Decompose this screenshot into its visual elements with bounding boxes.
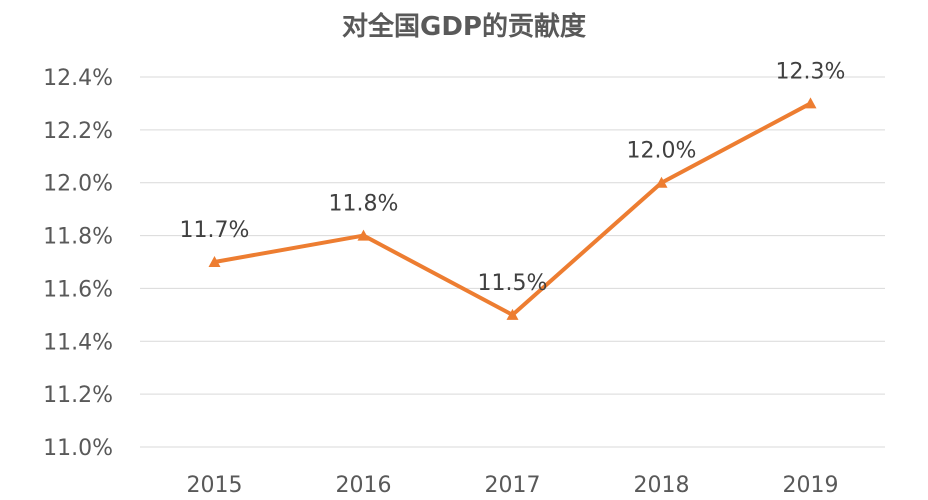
data-point-marker bbox=[357, 229, 370, 241]
gridlines bbox=[140, 76, 885, 448]
y-tick-label: 12.2% bbox=[43, 119, 113, 144]
data-point-marker bbox=[655, 176, 668, 188]
x-tick-label: 2018 bbox=[634, 473, 690, 498]
x-tick-label: 2015 bbox=[187, 473, 243, 498]
data-label: 11.5% bbox=[478, 271, 548, 296]
data-label: 11.8% bbox=[329, 192, 399, 217]
data-label: 12.3% bbox=[776, 59, 846, 84]
data-point-marker bbox=[804, 97, 817, 109]
y-tick-label: 11.6% bbox=[43, 277, 113, 302]
x-tick-label: 2016 bbox=[336, 473, 392, 498]
y-tick-label: 12.4% bbox=[43, 66, 113, 91]
y-tick-label: 12.0% bbox=[43, 172, 113, 197]
x-tick-label: 2017 bbox=[485, 473, 541, 498]
chart-title: 对全国GDP的贡献度 bbox=[342, 12, 586, 42]
y-tick-label: 11.4% bbox=[43, 330, 113, 355]
data-point-marker bbox=[208, 256, 221, 267]
y-tick-label: 11.8% bbox=[43, 225, 113, 250]
y-tick-label: 11.0% bbox=[43, 436, 113, 461]
data-label: 12.0% bbox=[627, 139, 697, 164]
data-label: 11.7% bbox=[180, 218, 250, 243]
y-axis-tick-labels: 11.0% 11.2% 11.4% 11.6% 11.8% 12.0% 12.2% 12.4% bbox=[43, 66, 113, 461]
series-layer: 11.7% 11.8% 11.5% 12.0% 12.3% bbox=[180, 59, 846, 320]
x-axis-tick-labels: 2015 2016 2017 2018 2019 bbox=[187, 473, 839, 498]
y-tick-label: 11.2% bbox=[43, 383, 113, 408]
x-tick-label: 2019 bbox=[783, 473, 839, 498]
data-point-marker bbox=[506, 308, 519, 320]
